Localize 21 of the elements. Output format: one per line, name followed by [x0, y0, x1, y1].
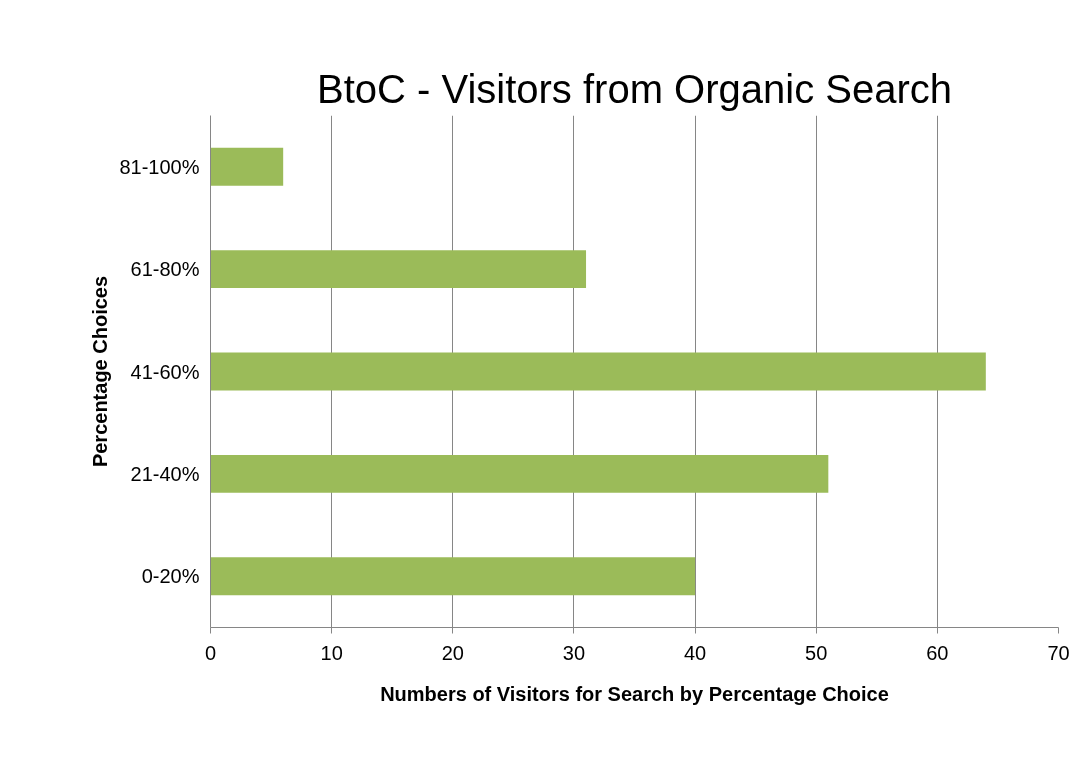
x-tick-label: 40 — [683, 641, 707, 664]
bar — [210, 147, 284, 186]
y-tick-label: 0-20% — [141, 565, 200, 588]
x-axis-title: Numbers of Visitors for Search by Percentage Choice — [380, 682, 889, 705]
bar — [210, 352, 986, 391]
y-tick-label: 21-40% — [130, 462, 200, 485]
x-tick-label: 30 — [562, 641, 586, 664]
y-axis-title: Percentage Choices — [89, 275, 112, 468]
x-tick-label: 10 — [320, 641, 343, 664]
chart-title: BtoC - Visitors from Organic Search — [316, 66, 953, 111]
y-tick-label: 61-80% — [130, 258, 200, 281]
x-tick-label: 70 — [1047, 641, 1070, 664]
x-tick-label: 20 — [441, 641, 464, 664]
bar — [210, 557, 696, 596]
x-tick-label: 0 — [204, 641, 217, 664]
y-tick-label: 81-100% — [119, 155, 200, 178]
x-tick-label: 50 — [805, 641, 828, 664]
bar — [210, 250, 587, 289]
y-tick-label: 41-60% — [130, 360, 200, 383]
x-tick-label: 60 — [926, 641, 949, 664]
bar — [210, 454, 829, 493]
